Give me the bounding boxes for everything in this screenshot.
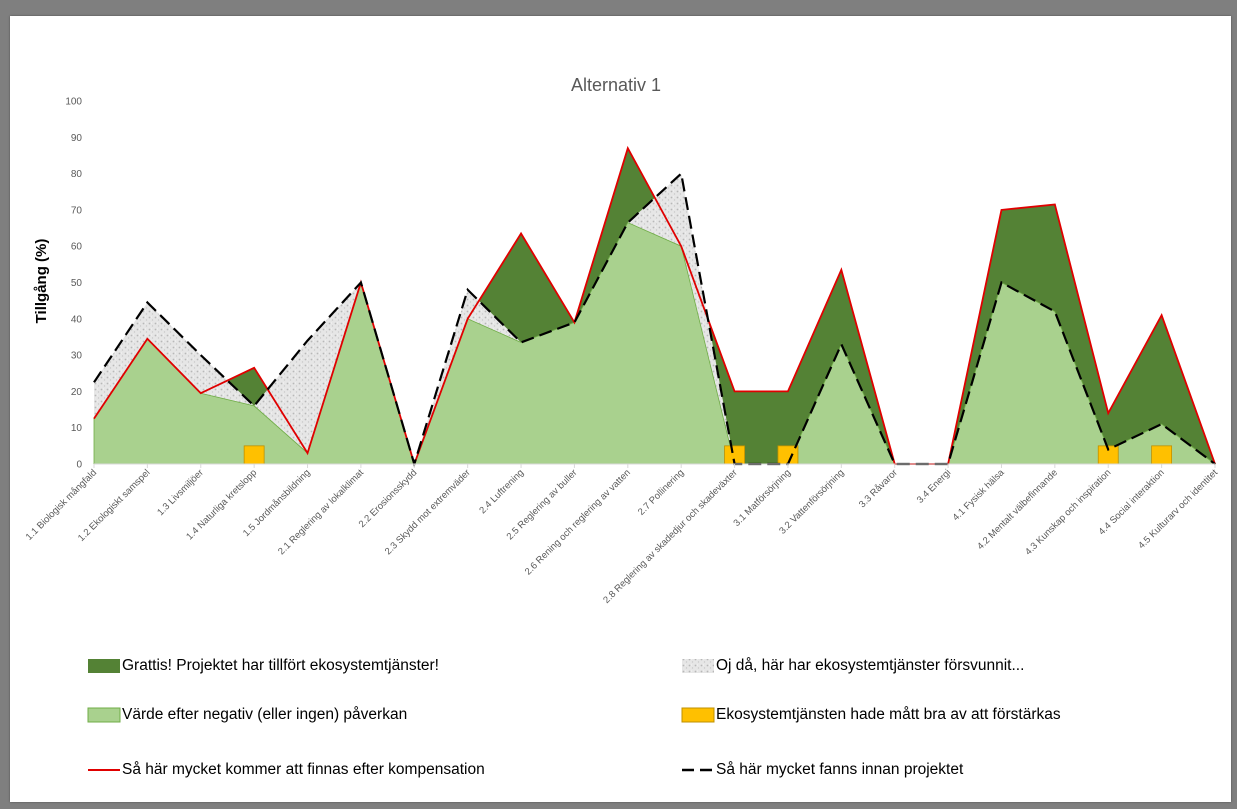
legend-label-after: Värde efter negativ (eller ingen) påverk… xyxy=(122,706,407,723)
y-tick-label: 0 xyxy=(76,460,82,471)
legend-label-gain: Grattis! Projektet har tillfört ekosyste… xyxy=(122,657,439,674)
y-tick-label: 100 xyxy=(65,97,82,108)
chart-frame: Alternativ 1 Tillgång (%) 0 10 20 30 40 50 60 7… xyxy=(10,16,1231,802)
boost-marker-14 xyxy=(777,445,799,465)
chart: Alternativ 1 Tillgång (%) 0 10 20 30 40 50 60 7… xyxy=(24,75,1221,778)
y-axis-title: Tillgång (%) xyxy=(33,239,50,324)
legend-swatch-loss xyxy=(682,659,714,673)
x-tick-label: 2.4 Luftrening xyxy=(477,467,526,516)
legend-label-boost: Ekosystemtjänsten hade mått bra av att f… xyxy=(716,706,1061,723)
y-tick-label: 10 xyxy=(71,423,83,434)
plot-area xyxy=(93,145,1217,468)
boost-marker-21 xyxy=(1151,445,1173,465)
y-tick-label: 70 xyxy=(71,205,83,216)
boost-marker-4 xyxy=(243,445,265,465)
legend: Grattis! Projektet har tillfört ekosyste… xyxy=(87,657,1061,778)
x-tick-label: 3.4 Energi xyxy=(915,467,953,505)
x-tick-label: 4.1 Fysisk hälsa xyxy=(951,467,1007,523)
x-tick-label: 4.3 Kunskap och inspiration xyxy=(1023,467,1113,557)
x-tick-label: 2.6 Rening och reglering av vatten xyxy=(523,467,633,577)
legend-label-loss: Oj då, här har ekosystemtjänster försvun… xyxy=(716,657,1024,674)
y-tick-label: 20 xyxy=(71,387,83,398)
x-tick-label: 2.2 Erosionsskydd xyxy=(357,467,420,530)
y-axis: 0 10 20 30 40 50 60 70 80 90 100 xyxy=(65,97,82,471)
series-line-compensation xyxy=(93,145,1216,467)
x-tick-label: 1.3 Livsmiljöer xyxy=(155,467,206,518)
y-tick-label: 90 xyxy=(71,133,83,144)
legend-swatch-after xyxy=(87,707,121,723)
y-tick-label: 40 xyxy=(71,314,83,325)
y-tick-label: 60 xyxy=(71,242,83,253)
y-tick-label: 50 xyxy=(71,278,83,289)
x-tick-label: 2.3 Skydd mot extremväder xyxy=(383,467,473,557)
y-tick-label: 80 xyxy=(71,169,83,180)
y-tick-label: 30 xyxy=(71,351,83,362)
legend-swatch-gain xyxy=(88,659,120,673)
x-tick-label: 2.1 Reglering av lokalklimat xyxy=(276,467,366,557)
series-line-before xyxy=(93,171,1216,468)
legend-label-before: Så här mycket fanns innan projektet xyxy=(716,761,964,778)
legend-label-comp: Så här mycket kommer att finnas efter ko… xyxy=(122,761,485,778)
x-tick-label: 2.7 Pollinering xyxy=(636,467,686,517)
x-tick-label: 3.3 Råvaror xyxy=(857,467,900,510)
legend-swatch-boost xyxy=(681,707,715,723)
x-tick-label: 3.1 Matförsörjning xyxy=(732,467,794,529)
chart-title: Alternativ 1 xyxy=(571,75,661,95)
